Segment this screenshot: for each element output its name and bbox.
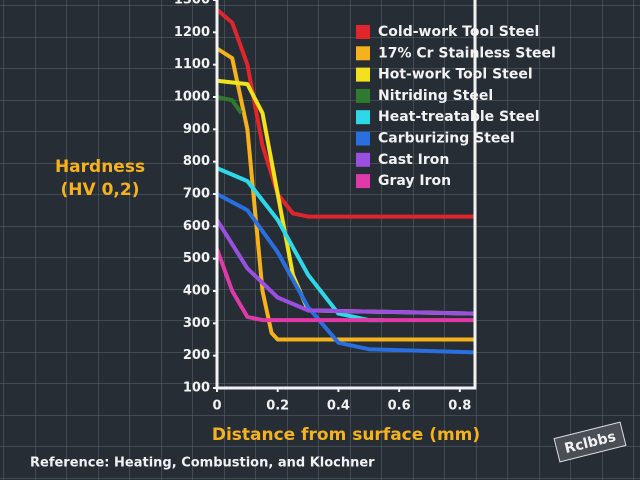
y-tick-label: 800 <box>183 154 210 169</box>
legend-swatch <box>356 110 370 125</box>
y-tick-label: 1200 <box>174 25 210 40</box>
x-tick-label: 0 <box>212 399 221 414</box>
y-tick-label: 1100 <box>174 57 210 72</box>
x-tick-label: 0.6 <box>388 399 411 414</box>
series-line <box>215 248 475 323</box>
legend-label: Cast Iron <box>378 152 449 168</box>
y-axis-label: Hardness <box>55 157 145 177</box>
legend-swatch <box>356 152 370 167</box>
x-tick-label: 0.2 <box>266 399 289 414</box>
series-line <box>215 46 475 342</box>
legend-label: Carburizing Steel <box>378 131 515 147</box>
series-line <box>215 8 475 219</box>
legend-label: 17% Cr Stainless Steel <box>378 45 556 61</box>
legend-swatch <box>356 46 370 61</box>
y-axis-unit: (HV 0,2) <box>61 180 140 200</box>
series-line <box>216 192 476 355</box>
series-line <box>216 95 243 115</box>
legend-label: Heat-treatable Steel <box>378 109 540 125</box>
y-tick-label: 500 <box>183 251 210 266</box>
reference: Reference: Heating, Combustion, and Kloc… <box>30 456 375 471</box>
y-tick-label: 300 <box>183 316 210 331</box>
legend-swatch <box>356 174 370 189</box>
x-tick-label: 0.8 <box>448 399 471 414</box>
y-tick-label: 100 <box>183 381 210 396</box>
legend-label: Cold-work Tool Steel <box>378 24 539 40</box>
legend-label: Nitriding Steel <box>378 88 493 104</box>
y-tick-label: 1000 <box>174 90 210 105</box>
legend-label: Hot-work Tool Steel <box>378 67 533 83</box>
y-tick-label: 900 <box>183 122 210 137</box>
legend-swatch <box>356 67 370 82</box>
y-tick-label: 700 <box>183 187 210 202</box>
legend-swatch <box>356 131 370 146</box>
x-axis-label: Distance from surface (mm) <box>212 425 480 445</box>
axes-frame <box>215 0 477 390</box>
y-tick-label: 600 <box>183 219 210 234</box>
legend-swatch <box>356 25 370 39</box>
x-tick-label: 0.4 <box>327 399 350 414</box>
watermark-box <box>553 421 627 463</box>
y-tick-label: 200 <box>183 348 210 363</box>
legend-label: Gray Iron <box>378 173 451 189</box>
legend-swatch <box>356 88 370 103</box>
series-line <box>215 218 476 316</box>
y-tick-label: 1300 <box>174 0 210 8</box>
y-tick-label: 400 <box>183 284 210 299</box>
